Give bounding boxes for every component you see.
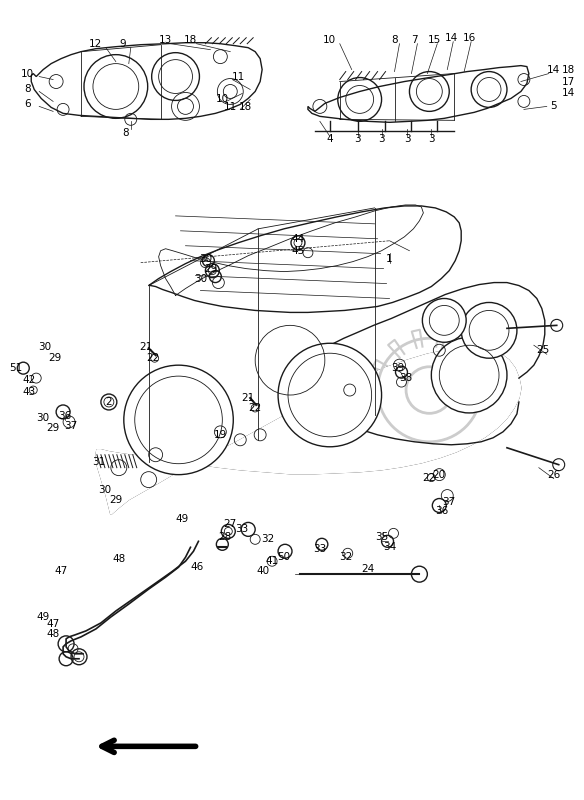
Text: 10: 10 [215, 94, 229, 105]
Text: 20: 20 [433, 470, 446, 480]
Text: 10: 10 [324, 34, 336, 45]
Text: 13: 13 [159, 34, 172, 45]
Text: technik: technik [362, 393, 437, 411]
Text: 6: 6 [24, 99, 30, 110]
Text: 40: 40 [256, 566, 270, 576]
Text: 15: 15 [427, 34, 441, 45]
Text: 2: 2 [106, 397, 112, 407]
Text: 49: 49 [176, 514, 189, 525]
Text: 14: 14 [562, 89, 575, 98]
Text: 22: 22 [249, 403, 262, 413]
Text: 27: 27 [224, 519, 237, 530]
Text: 9: 9 [120, 38, 126, 49]
Text: 29: 29 [48, 353, 62, 363]
Text: 3: 3 [404, 134, 411, 144]
Text: 30: 30 [37, 413, 50, 423]
Text: 47: 47 [47, 619, 60, 629]
Text: 26: 26 [547, 470, 561, 480]
Text: 28: 28 [218, 532, 232, 542]
Text: 46: 46 [191, 562, 204, 572]
Text: 51: 51 [9, 363, 22, 373]
Text: 18: 18 [184, 34, 197, 45]
Text: 49: 49 [37, 612, 50, 622]
Text: 31: 31 [92, 457, 106, 466]
Circle shape [278, 343, 381, 446]
Text: 38: 38 [399, 373, 412, 383]
Text: 29: 29 [204, 264, 217, 274]
Text: 3: 3 [354, 134, 361, 144]
Circle shape [461, 302, 517, 358]
Text: 30: 30 [39, 342, 52, 352]
Text: 5: 5 [551, 102, 557, 111]
Polygon shape [308, 66, 529, 122]
Text: 11: 11 [232, 71, 245, 82]
Text: 7: 7 [411, 34, 418, 45]
Circle shape [432, 338, 507, 413]
Text: 8: 8 [24, 85, 30, 94]
Text: 43: 43 [23, 387, 36, 397]
Text: 19: 19 [214, 430, 227, 440]
Text: 18: 18 [562, 65, 575, 74]
Text: 48: 48 [47, 629, 60, 639]
Text: 22: 22 [423, 473, 436, 482]
Text: 41: 41 [266, 556, 279, 566]
Text: 50: 50 [277, 552, 291, 562]
Text: 44: 44 [291, 234, 305, 244]
Text: 47: 47 [54, 566, 68, 576]
Text: 24: 24 [361, 564, 374, 574]
Text: 8: 8 [391, 34, 398, 45]
Text: 37: 37 [64, 421, 78, 431]
Text: 34: 34 [383, 542, 396, 552]
Text: 30: 30 [98, 485, 112, 494]
Text: 14: 14 [444, 33, 458, 42]
Polygon shape [32, 42, 262, 119]
Text: 22: 22 [146, 353, 159, 363]
Text: 17: 17 [562, 77, 575, 86]
Text: 30: 30 [194, 274, 207, 283]
Text: 21: 21 [242, 393, 255, 403]
Text: 8: 8 [123, 128, 129, 138]
Text: 3: 3 [428, 134, 434, 144]
Text: 36: 36 [434, 506, 448, 517]
Text: 33: 33 [235, 524, 249, 534]
Text: 29: 29 [47, 423, 60, 433]
Text: 21: 21 [139, 342, 152, 352]
Text: 16: 16 [463, 33, 476, 42]
Text: 33: 33 [313, 544, 326, 554]
Text: Moto: Moto [374, 376, 425, 394]
Text: 36: 36 [58, 411, 72, 421]
Circle shape [124, 365, 233, 474]
Polygon shape [149, 206, 461, 313]
Text: 32: 32 [339, 552, 352, 562]
Text: 14: 14 [547, 65, 561, 74]
Text: 4: 4 [326, 134, 333, 144]
Text: 48: 48 [112, 554, 126, 564]
Text: 1: 1 [386, 254, 393, 264]
Text: 29: 29 [109, 494, 123, 505]
Text: 45: 45 [291, 246, 305, 256]
Circle shape [422, 298, 466, 342]
Text: 12: 12 [89, 38, 103, 49]
Text: 25: 25 [536, 346, 550, 355]
Text: 39: 39 [391, 363, 404, 373]
Text: 42: 42 [23, 375, 36, 385]
Text: 32: 32 [262, 534, 274, 544]
Text: 3: 3 [378, 134, 385, 144]
Text: 18: 18 [239, 102, 252, 112]
Text: 11: 11 [224, 102, 237, 112]
Text: 30: 30 [199, 254, 212, 264]
Text: 37: 37 [443, 497, 456, 506]
Text: 10: 10 [20, 69, 34, 78]
Text: 35: 35 [375, 532, 388, 542]
Polygon shape [96, 348, 521, 514]
Polygon shape [96, 348, 521, 514]
